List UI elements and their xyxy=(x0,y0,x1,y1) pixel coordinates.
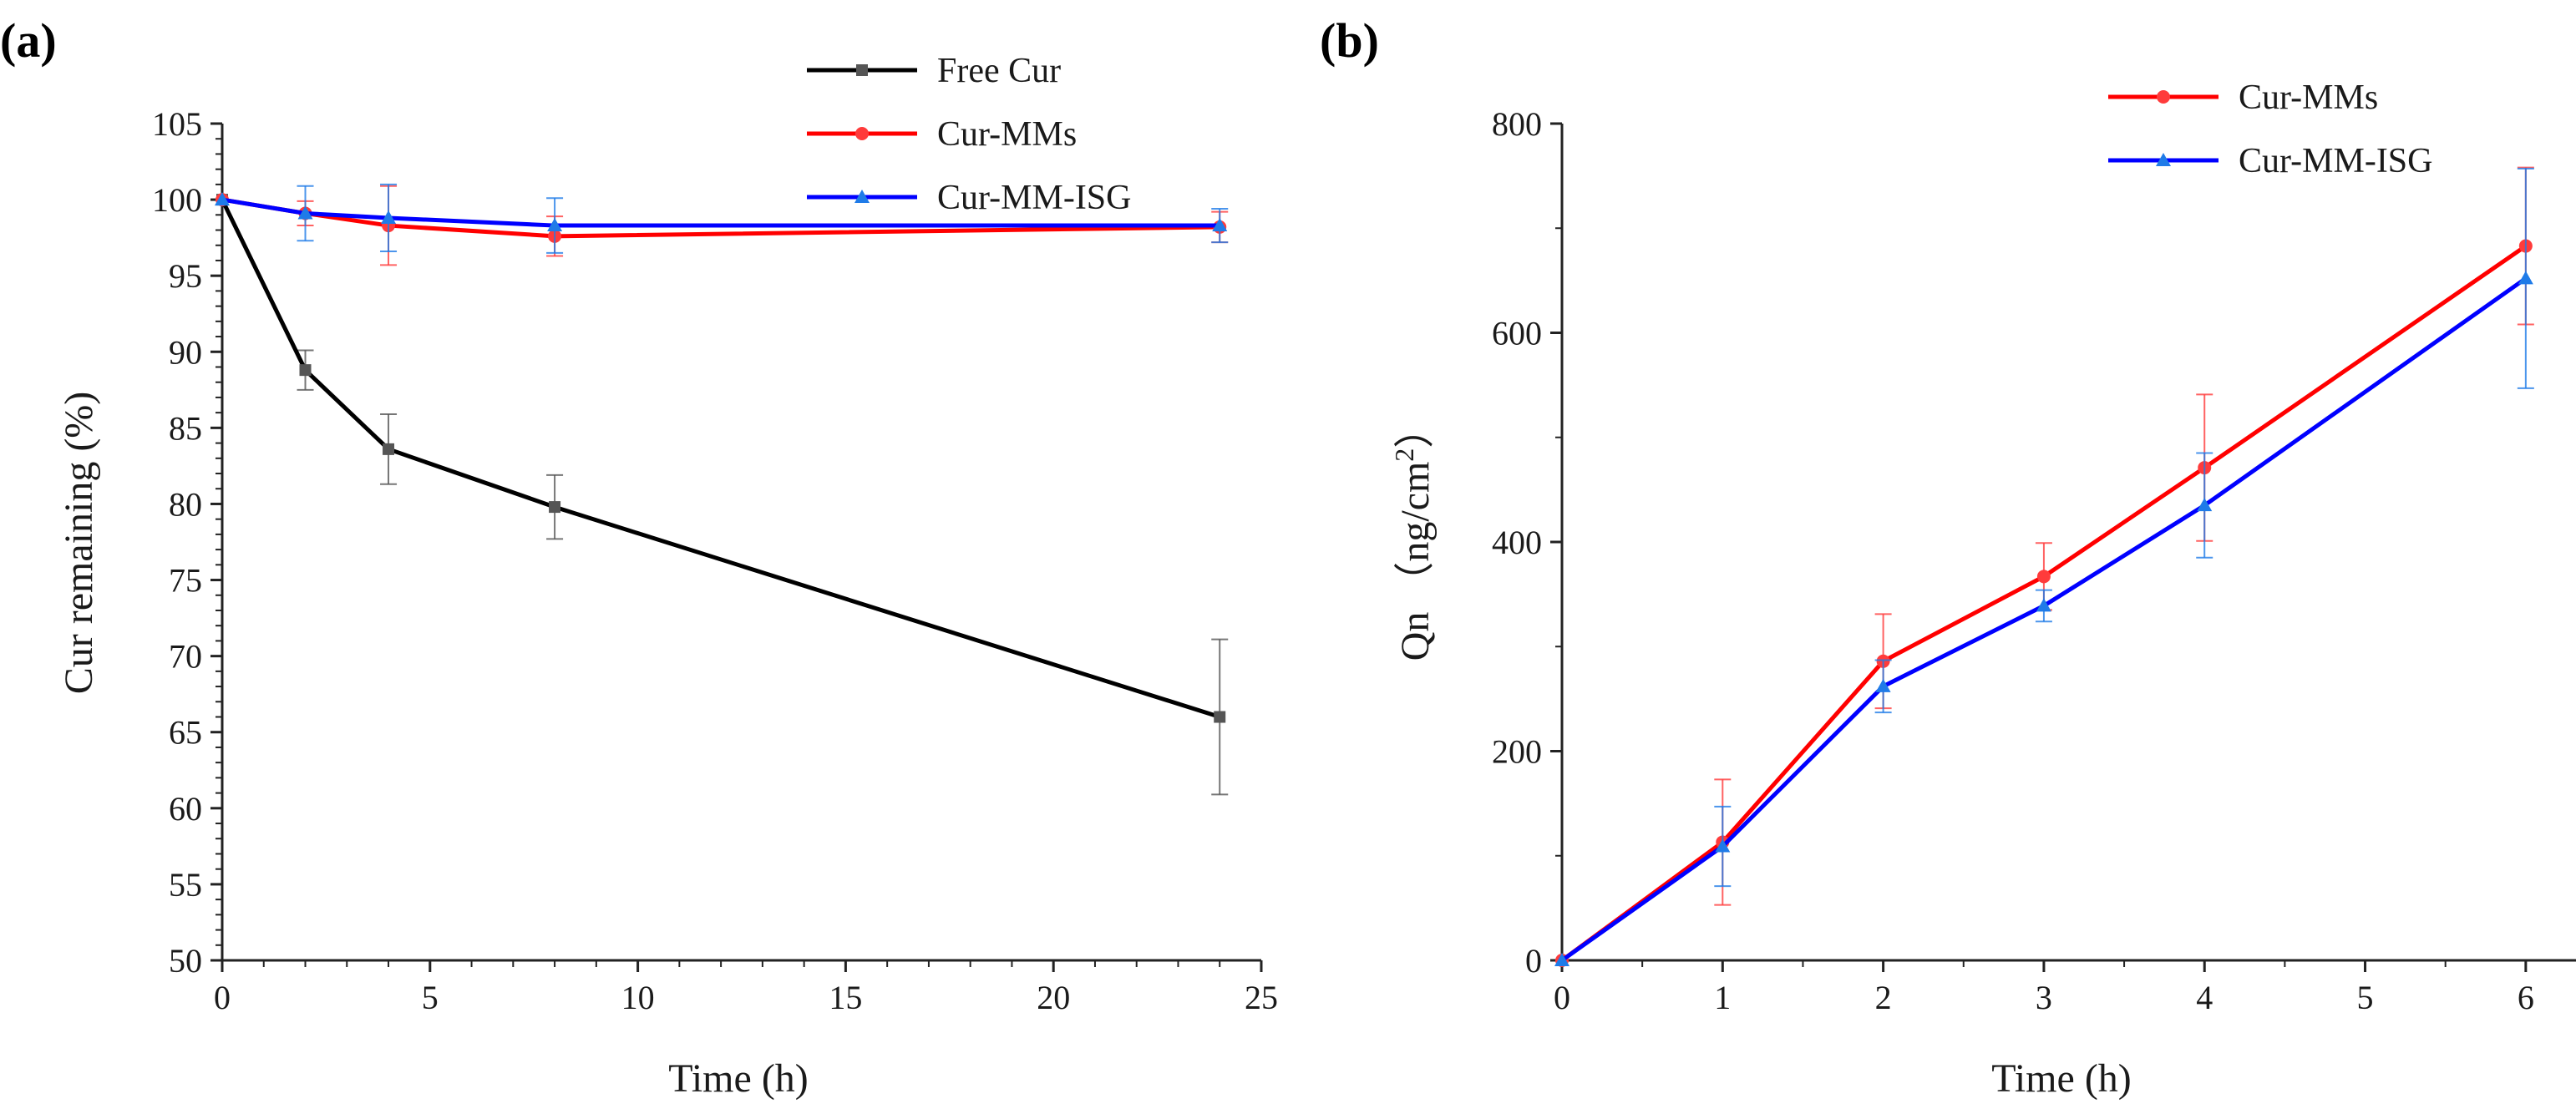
series-free-cur-a xyxy=(216,194,1229,796)
legend-label-free-cur: Free Cur xyxy=(937,52,1061,90)
y-tick-label-b: 400 xyxy=(1492,524,1542,561)
y-tick-label-a: 105 xyxy=(152,105,202,143)
series-cur-mm-isg-a xyxy=(215,183,1229,254)
data-point-cur-mm-isg xyxy=(2036,598,2051,612)
data-point-free-cur xyxy=(549,501,561,514)
x-axis-title-a: Time (h) xyxy=(668,1056,809,1101)
legend-marker-free-cur xyxy=(856,64,868,76)
y-tick-label-b: 800 xyxy=(1492,105,1542,143)
y-axis-title-b-main: Qn （ng/cm xyxy=(1393,462,1438,661)
legend-marker-cur-mms xyxy=(2157,90,2170,104)
y-tick-label-a: 80 xyxy=(169,485,202,523)
x-tick-label-a: 15 xyxy=(829,979,862,1016)
x-tick-label-b: 0 xyxy=(1554,979,1570,1016)
y-tick-label-a: 55 xyxy=(169,866,202,904)
data-point-cur-mm-isg xyxy=(547,218,563,232)
data-point-cur-mm-isg xyxy=(1554,953,1569,966)
x-axis-title-b: Time (h) xyxy=(1991,1056,2132,1101)
x-tick-label-a: 20 xyxy=(1037,979,1070,1016)
x-tick-label-a: 5 xyxy=(422,979,439,1016)
y-tick-label-a: 90 xyxy=(169,333,202,371)
x-tick-label-b: 6 xyxy=(2518,979,2534,1016)
legend-marker-cur-mm-isg xyxy=(854,190,870,203)
x-tick-label-a: 25 xyxy=(1245,979,1278,1016)
y-axis-title-b: Qn （ng/cm2） xyxy=(1389,408,1438,661)
y-tick-label-a: 75 xyxy=(169,562,202,600)
series-cur-mms-b xyxy=(1555,166,2534,967)
y-tick-label-b: 200 xyxy=(1492,733,1542,771)
data-point-cur-mm-isg xyxy=(1875,678,1891,692)
legend-marker-cur-mm-isg xyxy=(2156,153,2171,166)
x-tick-label-b: 5 xyxy=(2357,979,2374,1016)
x-tick-label-b: 3 xyxy=(2036,979,2052,1016)
y-axis-title-b-end: ） xyxy=(1393,408,1438,448)
y-tick-label-a: 50 xyxy=(169,942,202,980)
series-line-free-cur xyxy=(220,198,1220,719)
data-point-cur-mm-isg xyxy=(2197,498,2213,512)
y-axis-title-a: Cur remaining (%) xyxy=(57,392,101,695)
data-point-free-cur xyxy=(1214,711,1226,723)
x-tick-label-b: 4 xyxy=(2196,979,2213,1016)
chart-panel-b: (b) Time (h) Qn （ng/cm2） 0 1 2 3 4 5 602004006… xyxy=(1320,13,2576,1101)
legend-label-cur-mm-isg: Cur-MM-ISG xyxy=(937,179,1132,217)
data-point-free-cur xyxy=(299,364,312,377)
legend-label-cur-mms: Cur-MMs xyxy=(2239,78,2378,117)
series-line-cur-mms xyxy=(1560,244,2528,963)
y-axis-title-b-sup: 2 xyxy=(1389,448,1419,462)
legend-label-cur-mms: Cur-MMs xyxy=(937,115,1077,154)
data-point-cur-mm-isg xyxy=(1715,838,1731,853)
legend-label-cur-mm-isg: Cur-MM-ISG xyxy=(2239,142,2433,180)
data-point-cur-mm-isg xyxy=(381,210,397,224)
y-tick-label-a: 60 xyxy=(169,790,202,828)
series-cur-mm-isg-b xyxy=(1554,167,2534,966)
data-point-cur-mm-isg xyxy=(2518,271,2533,285)
data-point-cur-mm-isg xyxy=(215,192,230,206)
x-tick-label-a: 10 xyxy=(621,979,655,1016)
series-line-cur-mm-isg xyxy=(1560,276,2528,963)
panel-label-a: (a) xyxy=(0,13,57,68)
y-tick-label-a: 85 xyxy=(169,409,202,447)
x-tick-label-b: 2 xyxy=(1875,979,1892,1016)
y-tick-label-a: 70 xyxy=(169,638,202,676)
data-point-free-cur xyxy=(383,443,395,455)
y-tick-label-a: 100 xyxy=(152,181,202,219)
x-tick-label-b: 1 xyxy=(1714,979,1731,1016)
legend-marker-cur-mms xyxy=(855,127,869,140)
y-tick-label-a: 65 xyxy=(169,714,202,752)
y-tick-label-b: 0 xyxy=(1525,942,1542,980)
y-tick-label-a: 95 xyxy=(169,257,202,295)
chart-panel-a: (a) Time (h) Cur remaining (%) 0 5 10 15 20 2… xyxy=(0,13,1278,1101)
data-point-cur-mm-isg xyxy=(1212,218,1228,232)
panel-label-b: (b) xyxy=(1320,13,1379,68)
data-point-cur-mm-isg xyxy=(297,205,313,220)
legend-a: Free Cur Cur-MMs Cur-MM-ISG xyxy=(807,52,1132,217)
legend-b: Cur-MMs Cur-MM-ISG xyxy=(2108,78,2433,180)
data-point-cur-mms xyxy=(2036,570,2051,584)
x-tick-label-a: 0 xyxy=(214,979,231,1016)
y-tick-label-b: 600 xyxy=(1492,315,1542,352)
